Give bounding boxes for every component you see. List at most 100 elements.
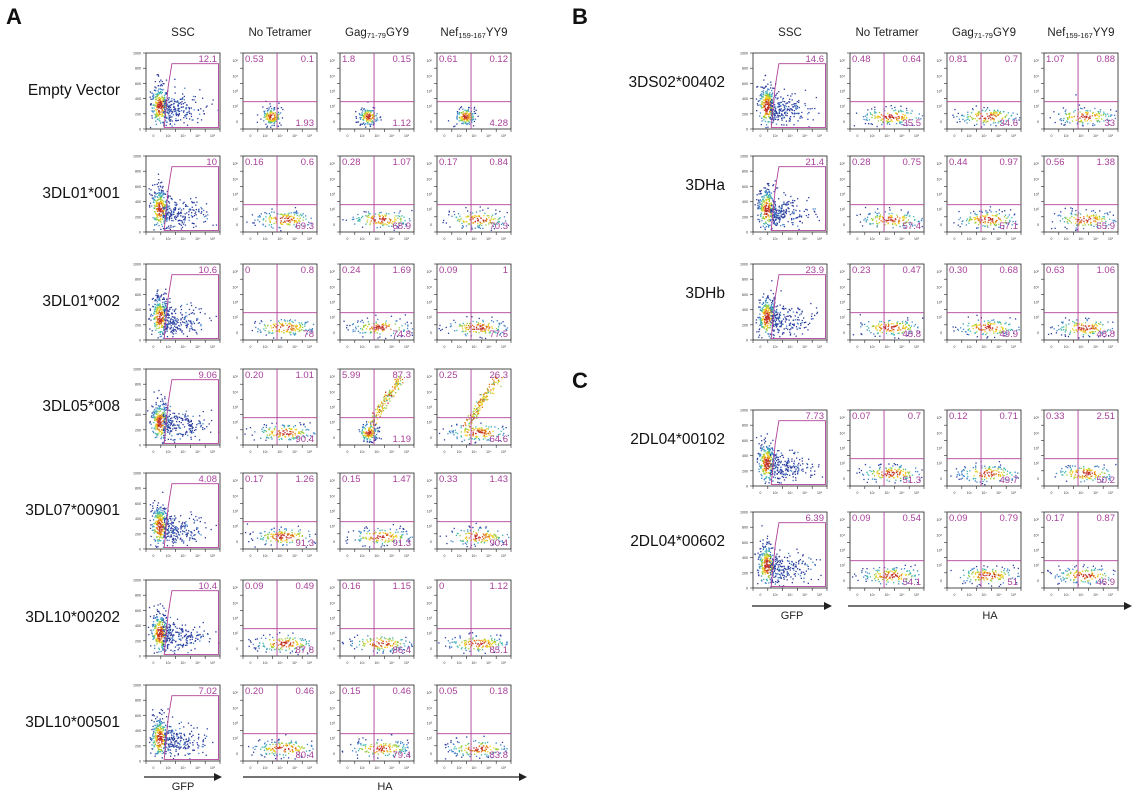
event-dot <box>271 118 274 120</box>
event-dot <box>466 116 468 118</box>
event-dot <box>160 210 162 212</box>
event-dot <box>169 215 171 218</box>
event-dot <box>210 419 213 422</box>
event-dot <box>165 528 168 531</box>
event-dot <box>462 118 464 120</box>
event-dot <box>170 108 172 111</box>
event-dot <box>290 432 292 435</box>
event-dot <box>382 327 384 329</box>
event-dot <box>365 112 368 114</box>
x-tick-label: 10² <box>263 450 269 454</box>
event-dot <box>161 312 163 315</box>
event-dot <box>488 386 491 388</box>
event-dot <box>266 126 268 129</box>
event-dot <box>402 222 405 224</box>
event-dot <box>184 531 186 533</box>
event-dot <box>157 304 160 306</box>
event-dot <box>154 436 157 439</box>
event-dot <box>161 526 163 528</box>
event-dot <box>203 419 205 421</box>
event-dot <box>168 420 170 422</box>
event-dot <box>156 527 158 529</box>
event-dot <box>270 217 273 219</box>
event-dot <box>160 533 162 535</box>
event-dot <box>152 110 154 112</box>
event-dot <box>160 296 162 298</box>
quadrant-lower-right-value: 70.3 <box>490 221 509 232</box>
event-dot <box>157 523 159 525</box>
event-dot <box>180 224 182 226</box>
x-tick-label: 10⁵ <box>210 450 216 454</box>
event-dot <box>179 427 181 429</box>
event-dot <box>193 209 195 212</box>
event-dot <box>395 320 397 322</box>
event-dot <box>477 225 479 227</box>
event-dot <box>168 409 170 411</box>
event-dot <box>305 215 307 217</box>
event-dot <box>471 114 473 116</box>
event-dot <box>298 535 301 537</box>
event-dot <box>156 106 158 108</box>
event-dot <box>381 410 383 412</box>
event-dot <box>377 221 380 223</box>
event-dot <box>165 409 167 411</box>
event-dot <box>162 510 164 512</box>
event-dot <box>482 321 484 323</box>
event-dot <box>174 207 177 209</box>
event-dot <box>282 108 284 111</box>
event-dot <box>152 502 154 504</box>
quadrant-lower-right-value: 77.5 <box>490 329 509 340</box>
event-dot <box>184 87 186 89</box>
event-dot <box>469 322 471 325</box>
event-dot <box>158 208 160 210</box>
event-dot <box>304 325 306 327</box>
event-dot <box>381 536 383 539</box>
event-dot <box>164 407 166 409</box>
event-dot <box>471 226 473 228</box>
event-dot <box>181 530 184 532</box>
event-dot <box>195 208 197 211</box>
event-dot <box>163 215 165 217</box>
y-tick-label: 0 <box>333 223 335 227</box>
event-dot <box>182 103 184 105</box>
quadrant-upper-right-value: 1 <box>503 265 508 276</box>
event-dot <box>162 301 164 304</box>
event-dot <box>162 337 165 339</box>
event-dot <box>171 219 173 222</box>
y-tick-label: 0 <box>430 331 432 335</box>
event-dot <box>381 218 383 220</box>
event-dot <box>280 541 282 543</box>
event-dot <box>376 332 378 334</box>
event-dot <box>486 218 488 221</box>
event-dot <box>162 528 165 530</box>
event-dot <box>155 531 157 533</box>
event-dot <box>476 430 478 432</box>
column-header: Gag71-79GY9 <box>345 27 409 40</box>
event-dot <box>194 520 196 522</box>
event-dot <box>188 330 191 332</box>
event-dot <box>267 118 269 120</box>
event-dot <box>309 534 311 536</box>
event-dot <box>162 203 164 205</box>
event-dot <box>351 218 354 221</box>
event-dot <box>152 529 154 531</box>
event-dot <box>185 205 188 207</box>
event-dot <box>378 437 380 439</box>
event-dot <box>154 196 156 198</box>
event-dot <box>253 222 255 224</box>
event-dot <box>380 401 383 403</box>
event-dot <box>267 534 270 536</box>
event-dot <box>174 424 176 426</box>
event-dot <box>188 110 190 112</box>
event-dot <box>296 327 298 329</box>
event-dot <box>464 429 466 431</box>
event-dot <box>160 102 162 104</box>
event-dot <box>258 221 261 223</box>
event-dot <box>477 402 479 404</box>
event-dot <box>293 437 295 439</box>
event-dot <box>388 222 390 224</box>
event-dot <box>474 405 476 407</box>
event-dot <box>383 219 385 222</box>
event-dot <box>463 118 465 121</box>
event-dot <box>176 326 178 328</box>
